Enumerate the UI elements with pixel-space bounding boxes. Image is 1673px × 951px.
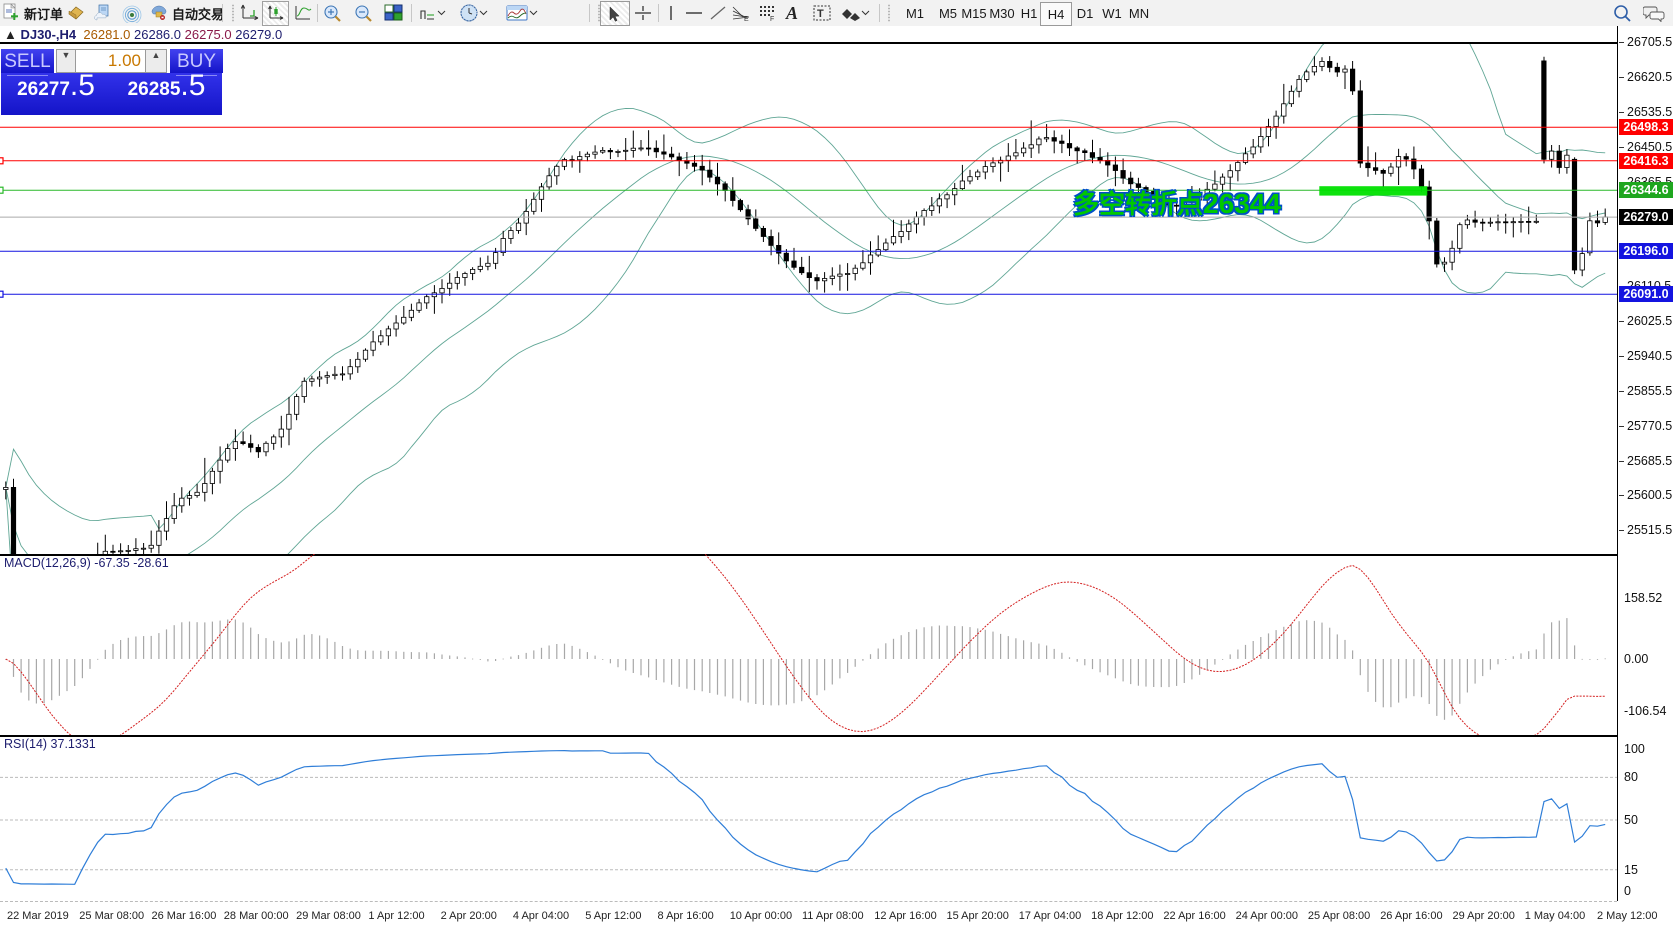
svg-text:F: F (770, 16, 774, 22)
svg-text:E: E (744, 16, 749, 22)
svg-text:T: T (817, 8, 824, 20)
